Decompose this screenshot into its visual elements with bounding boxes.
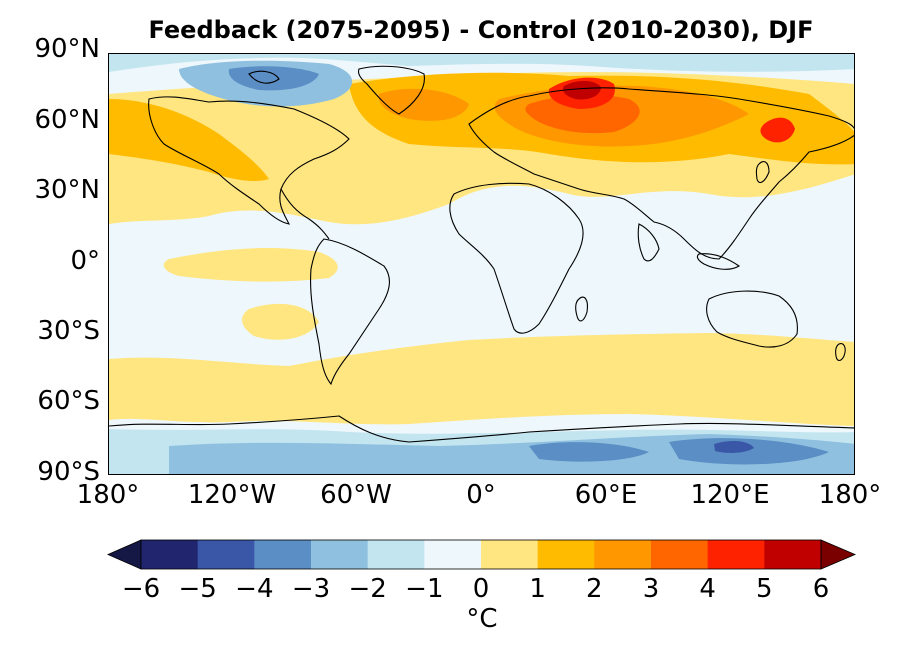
- colorbar-tick-label: 5: [756, 574, 773, 604]
- lon-label-180e: 180°: [818, 480, 882, 510]
- lon-label-60e: 60°E: [574, 480, 638, 510]
- siberia-max-core: [563, 80, 601, 100]
- lon-label-120e: 120°E: [690, 480, 770, 510]
- arctic-canada-cooler: [228, 66, 319, 91]
- coast-australia: [706, 290, 798, 348]
- coast-madagascar: [575, 296, 588, 322]
- colorbar-tick-label: 0: [472, 574, 490, 604]
- coast-greenland: [357, 65, 425, 115]
- coast-maritime-asia: [696, 253, 741, 270]
- lat-label-30n: 30°N: [34, 175, 100, 205]
- north-america-orange: [109, 99, 269, 182]
- colorbar-bin-11: [764, 540, 822, 569]
- coastlines: [109, 65, 854, 443]
- coast-central-america: [280, 188, 330, 240]
- colorbar-frame: [140, 539, 822, 570]
- colorbar-bin-5: [424, 540, 482, 569]
- colorbar-tick-label: −2: [348, 574, 387, 604]
- coast-antarctica: [109, 415, 854, 443]
- coast-north-america: [148, 96, 350, 225]
- colorbar-tick-label: −6: [121, 574, 161, 604]
- colorbar: [107, 539, 857, 570]
- colorbar-tick-label: −4: [235, 574, 274, 604]
- lon-label-0: 0°: [466, 480, 496, 510]
- colorbar-under-extension: [107, 539, 142, 570]
- colorbar-bin-4: [367, 540, 425, 569]
- coast-eurasia: [468, 87, 854, 260]
- colorbar-bin-10: [707, 540, 765, 569]
- temperature-anomaly-map: [109, 54, 854, 474]
- colorbar-tick-label: −5: [178, 574, 217, 604]
- map-panel: [108, 53, 855, 475]
- colorbar-tick-label: 3: [642, 574, 660, 604]
- colorbar-bin-0: [141, 540, 199, 569]
- lon-label-60w: 60°W: [320, 480, 392, 510]
- coast-india: [637, 223, 660, 262]
- colorbar-tick-label: 4: [699, 574, 716, 604]
- lat-label-60s: 60°S: [37, 386, 100, 416]
- coast-arctic-islands: [248, 70, 280, 84]
- colorbar-bin-7: [537, 540, 595, 569]
- colorbar-tick-label: 2: [586, 574, 603, 604]
- antarctic-cooler-east: [669, 438, 829, 465]
- colorbar-over-extension: [820, 539, 857, 570]
- colorbar-bin-6: [481, 540, 539, 569]
- lon-label-120w: 120°W: [187, 480, 277, 510]
- coast-south-america: [310, 238, 390, 386]
- south-pacific-warm-patch: [242, 303, 319, 340]
- colorbar-bin-9: [651, 540, 709, 569]
- eurasia-hot-core: [525, 94, 640, 134]
- coast-japan: [755, 161, 770, 184]
- colorbar-tick-label: −3: [291, 574, 331, 604]
- lat-label-0: 0°: [70, 246, 100, 276]
- tropical-pacific-warm-band: [163, 248, 338, 282]
- colorbar-bin-8: [594, 540, 652, 569]
- coast-africa: [449, 182, 584, 334]
- chart-title: Feedback (2075-2095) - Control (2010-203…: [148, 16, 814, 44]
- coast-new-zealand: [835, 343, 846, 362]
- colorbar-tick-label: −1: [405, 574, 444, 604]
- colorbar-unit: °C: [466, 604, 498, 634]
- lat-label-90s: 90°S: [37, 457, 100, 487]
- colorbar-bin-3: [311, 540, 369, 569]
- lat-label-90n: 90°N: [34, 34, 100, 64]
- colorbar-tick-label: 1: [529, 574, 546, 604]
- lat-label-60n: 60°N: [34, 105, 100, 135]
- colorbar-bin-1: [197, 540, 255, 569]
- kamchatka-hot: [760, 117, 795, 143]
- arctic-north-strip: [109, 54, 854, 72]
- antarctic-coolest-spot: [714, 440, 754, 453]
- lat-label-30s: 30°S: [37, 316, 100, 346]
- southern-ocean-warm-band: [109, 333, 854, 426]
- colorbar-tick-label: 6: [812, 574, 830, 604]
- antarctic-cooler: [529, 442, 649, 462]
- colorbar-bin-2: [254, 540, 312, 569]
- lon-label-180w: 180°: [76, 480, 140, 510]
